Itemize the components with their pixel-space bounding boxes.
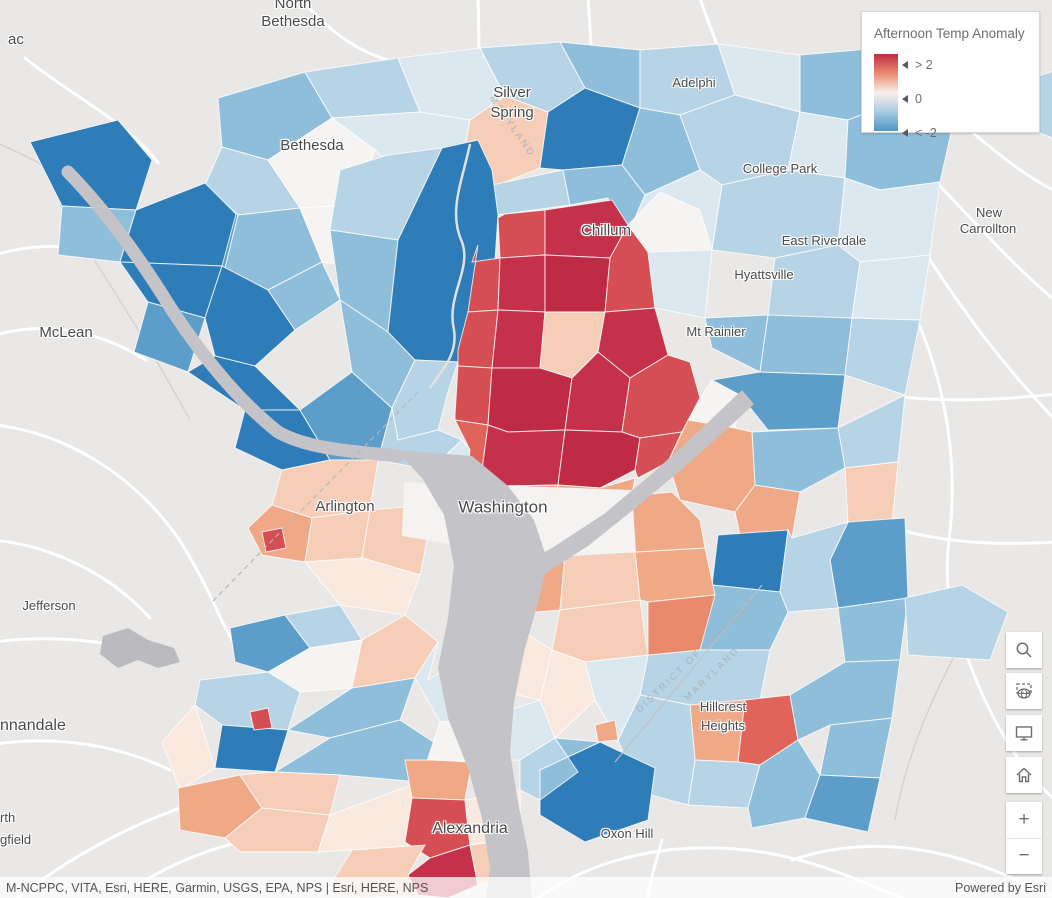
- census-tract[interactable]: [286, 677, 416, 739]
- basemap-button[interactable]: [1006, 673, 1042, 709]
- census-tract[interactable]: [687, 759, 761, 809]
- dc-boundary: [614, 584, 763, 763]
- census-tract[interactable]: [491, 309, 546, 369]
- census-tract[interactable]: [689, 699, 746, 763]
- minor-road: [894, 641, 963, 821]
- road: [0, 539, 152, 620]
- census-tract[interactable]: [261, 527, 287, 553]
- census-tract[interactable]: [804, 774, 881, 833]
- lake: [100, 628, 180, 668]
- rock-creek: [428, 143, 472, 389]
- road: [0, 424, 234, 642]
- road: [476, 0, 481, 48]
- county-boundary: [211, 391, 419, 603]
- road: [901, 392, 1052, 402]
- home-button[interactable]: [1006, 757, 1042, 793]
- road: [586, 0, 593, 46]
- census-tract[interactable]: [851, 254, 931, 321]
- road: [0, 327, 148, 362]
- legend-color-ramp: [874, 54, 898, 131]
- basemap-globe-icon: [1016, 683, 1032, 699]
- road: [23, 56, 160, 165]
- census-tract[interactable]: [119, 182, 237, 267]
- legend-tick-icon: [902, 129, 908, 137]
- census-tract[interactable]: [249, 707, 273, 731]
- census-tract[interactable]: [759, 314, 853, 376]
- monitor-icon: [1015, 726, 1033, 741]
- road: [300, 0, 398, 64]
- legend-card: Afternoon Temp Anomaly > 2 0 < -2: [861, 11, 1040, 140]
- census-tract[interactable]: [544, 254, 611, 313]
- legend-stop-label: > 2: [902, 58, 933, 72]
- zoom-divider: [1006, 837, 1042, 839]
- road: [926, 255, 1052, 419]
- census-tract[interactable]: [819, 717, 893, 779]
- potomac-river: [396, 450, 548, 898]
- legend-stop-label: 0: [902, 92, 922, 106]
- census-tract[interactable]: [454, 365, 493, 426]
- census-tract[interactable]: [844, 461, 899, 526]
- legend-tick-icon: [902, 95, 908, 103]
- census-tract[interactable]: [584, 654, 649, 742]
- road: [936, 182, 1052, 300]
- census-tract[interactable]: [271, 459, 379, 519]
- census-tract[interactable]: [29, 119, 153, 211]
- search-icon: [1016, 642, 1032, 658]
- census-tract[interactable]: [594, 719, 619, 743]
- attribution-sources: M-NCPPC, VITA, Esri, HERE, Garmin, USGS,…: [6, 880, 429, 895]
- census-tract[interactable]: [497, 209, 546, 259]
- powered-by-esri-link[interactable]: Powered by Esri: [954, 880, 1046, 895]
- zoom-in-button[interactable]: +: [1006, 802, 1042, 838]
- census-tract[interactable]: [551, 599, 649, 663]
- zoom-control: + −: [1006, 802, 1042, 874]
- census-tract[interactable]: [304, 509, 371, 563]
- census-tract[interactable]: [711, 169, 846, 259]
- census-tract[interactable]: [767, 244, 861, 323]
- census-tract[interactable]: [837, 597, 909, 663]
- census-tract[interactable]: [647, 594, 716, 656]
- plus-icon: +: [1018, 808, 1030, 830]
- census-tract[interactable]: [647, 249, 713, 319]
- road: [0, 739, 172, 772]
- legend-stop-label: < -2: [902, 126, 937, 140]
- census-tract[interactable]: [837, 177, 941, 263]
- census-tract[interactable]: [904, 584, 1009, 661]
- census-tract[interactable]: [497, 254, 546, 313]
- census-tract[interactable]: [304, 557, 421, 616]
- census-tract[interactable]: [539, 737, 602, 801]
- census-tract[interactable]: [404, 759, 473, 801]
- road: [888, 525, 1052, 545]
- census-tract[interactable]: [634, 431, 683, 479]
- search-button[interactable]: [1006, 632, 1042, 668]
- census-tract[interactable]: [779, 521, 849, 613]
- zoom-out-button[interactable]: −: [1006, 838, 1042, 874]
- census-tract[interactable]: [267, 639, 363, 693]
- census-tract[interactable]: [711, 529, 789, 593]
- legend-tick-icon: [902, 61, 908, 69]
- potomac-river-upper: [61, 165, 405, 463]
- census-tract[interactable]: [710, 371, 846, 431]
- anacostia-river: [526, 390, 754, 578]
- attribution-bar: M-NCPPC, VITA, Esri, HERE, Garmin, USGS,…: [0, 877, 1052, 898]
- census-tract[interactable]: [239, 771, 341, 816]
- display-button[interactable]: [1006, 715, 1042, 751]
- census-tract[interactable]: [214, 724, 289, 773]
- census-tract[interactable]: [487, 367, 573, 433]
- census-tract[interactable]: [224, 807, 331, 853]
- legend-title: Afternoon Temp Anomaly: [874, 26, 1025, 41]
- census-tract[interactable]: [634, 547, 716, 603]
- minus-icon: −: [1018, 845, 1030, 867]
- road: [699, 0, 719, 48]
- home-icon: [1016, 767, 1032, 783]
